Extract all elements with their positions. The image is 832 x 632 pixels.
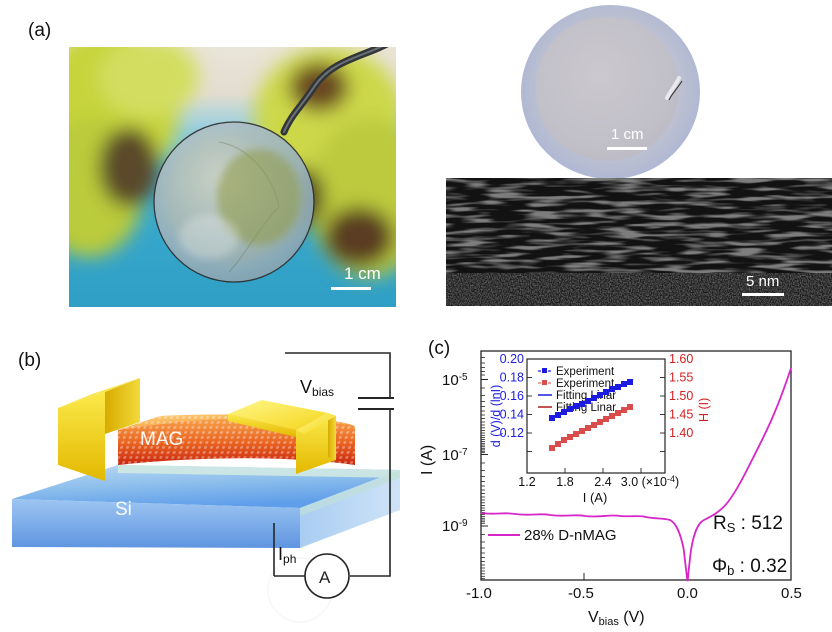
svg-text:MAG: MAG [140,429,183,450]
svg-text:1.55: 1.55 [669,371,693,385]
svg-text:1 cm: 1 cm [611,126,644,143]
svg-text:H (I): H (I) [697,398,711,422]
svg-text:10-7: 10-7 [442,447,468,464]
svg-text:28% D-nMAG: 28% D-nMAG [524,527,617,544]
svg-text:1.50: 1.50 [669,389,693,403]
svg-text:0.12: 0.12 [500,426,524,440]
svg-text:0.14: 0.14 [500,408,524,422]
svg-text:5 nm: 5 nm [746,273,779,290]
svg-text:1.2: 1.2 [518,475,535,489]
svg-text:0.18: 0.18 [500,371,524,385]
svg-text:1.60: 1.60 [669,352,693,366]
svg-text:1.8: 1.8 [556,475,573,489]
svg-text:Φb : 0.32: Φb : 0.32 [712,556,787,578]
svg-text:d (V)/d (lnI): d (V)/d (lnI) [489,385,503,448]
svg-text:I (A): I (A) [583,490,608,505]
svg-text:1.45: 1.45 [669,408,693,422]
svg-text:0.20: 0.20 [500,352,524,366]
svg-text:0.5: 0.5 [781,585,802,602]
svg-text:1 cm: 1 cm [344,264,381,283]
svg-text:Vbias: Vbias [300,377,334,399]
svg-text:10-9: 10-9 [442,518,468,535]
svg-text:Experiment: Experiment [556,378,615,390]
svg-text:0.0: 0.0 [677,585,698,602]
svg-text:I (A): I (A) [420,445,436,475]
svg-text:Vbias (V): Vbias (V) [588,609,645,628]
svg-text:Si: Si [115,499,132,520]
svg-text:10-5: 10-5 [442,372,468,389]
svg-text:0.16: 0.16 [500,389,524,403]
svg-text:3.0 (×10-4): 3.0 (×10-4) [621,474,679,489]
svg-text:RS : 512: RS : 512 [713,513,783,535]
svg-text:Experiment: Experiment [556,366,615,378]
svg-text:A: A [319,568,331,587]
svg-text:1.40: 1.40 [669,426,693,440]
svg-text:-1.0: -1.0 [466,585,492,602]
svg-text:2.4: 2.4 [594,475,611,489]
svg-text:-0.5: -0.5 [568,585,594,602]
